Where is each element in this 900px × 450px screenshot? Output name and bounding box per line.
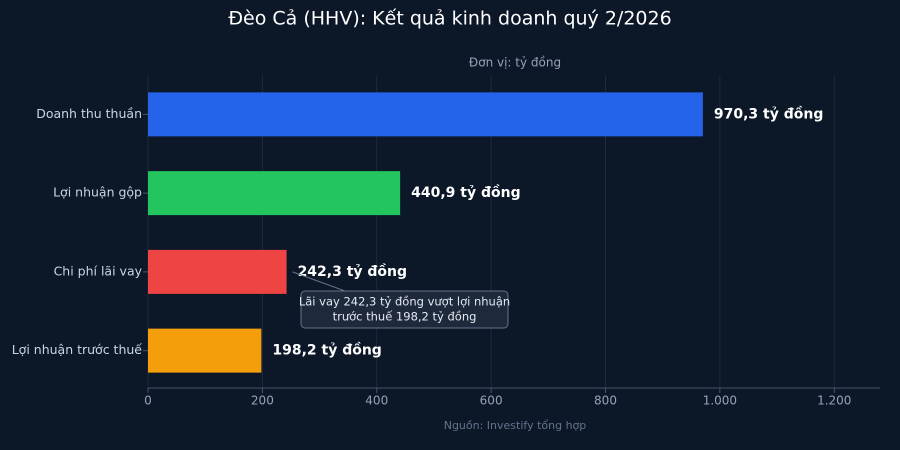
value-label: 242,3 tỷ đồng — [298, 263, 407, 280]
bar — [148, 171, 401, 216]
value-label: 198,2 tỷ đồng — [272, 342, 381, 359]
x-tick-label: 1.000 — [703, 394, 737, 408]
annotation-arrow — [292, 271, 346, 292]
x-tick-label: 1.200 — [817, 394, 851, 408]
value-label: 970,3 tỷ đồng — [714, 105, 823, 122]
bar — [148, 328, 262, 373]
chart-title: Đèo Cả (HHV): Kết quả kinh doanh quý 2/2… — [228, 8, 671, 30]
y-tick-label: Chi phí lãi vay — [54, 263, 143, 278]
annotation-box — [300, 290, 509, 329]
x-tick-label: 600 — [480, 394, 503, 408]
bar — [148, 249, 287, 294]
y-tick-label: Lợi nhuận trước thuế — [12, 342, 143, 357]
value-label: 440,9 tỷ đồng — [411, 184, 520, 201]
chart-subtitle: Đơn vị: tỷ đồng — [469, 56, 561, 70]
annotation-text: Lãi vay 242,3 tỷ đồng vượt lợi nhuận — [299, 295, 510, 309]
x-tick-label: 0 — [144, 394, 152, 408]
y-tick-label: Lợi nhuận gộp — [53, 185, 142, 200]
x-tick-label: 800 — [594, 394, 617, 408]
annotation-text: trước thuế 198,2 tỷ đồng — [333, 310, 477, 324]
bar — [148, 92, 703, 137]
y-tick-label: Doanh thu thuần — [36, 106, 142, 121]
source: Nguồn: Investify tổng hợp — [444, 419, 587, 432]
x-tick-label: 200 — [251, 394, 274, 408]
x-tick-label: 400 — [365, 394, 388, 408]
